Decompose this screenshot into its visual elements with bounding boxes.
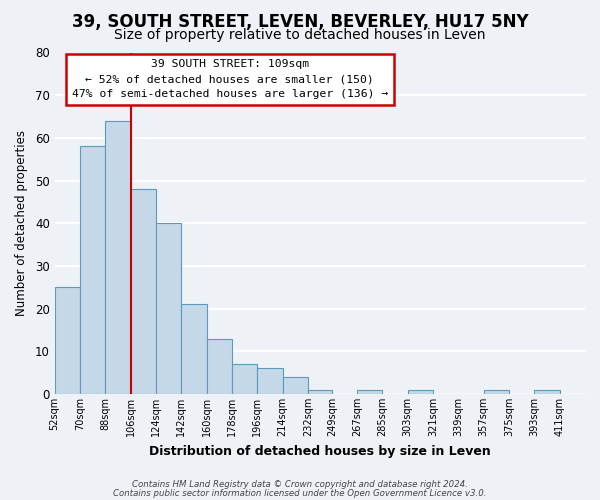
Bar <box>257 368 283 394</box>
Bar <box>484 390 509 394</box>
Bar <box>232 364 257 394</box>
Text: 39 SOUTH STREET: 109sqm
← 52% of detached houses are smaller (150)
47% of semi-d: 39 SOUTH STREET: 109sqm ← 52% of detache… <box>71 60 388 99</box>
Text: 39, SOUTH STREET, LEVEN, BEVERLEY, HU17 5NY: 39, SOUTH STREET, LEVEN, BEVERLEY, HU17 … <box>71 12 529 30</box>
Bar <box>308 390 332 394</box>
Text: Size of property relative to detached houses in Leven: Size of property relative to detached ho… <box>114 28 486 42</box>
Text: Contains HM Land Registry data © Crown copyright and database right 2024.: Contains HM Land Registry data © Crown c… <box>132 480 468 489</box>
Bar <box>156 224 181 394</box>
Bar <box>535 390 560 394</box>
X-axis label: Distribution of detached houses by size in Leven: Distribution of detached houses by size … <box>149 444 491 458</box>
Bar <box>181 304 206 394</box>
Bar <box>55 288 80 394</box>
Bar <box>408 390 433 394</box>
Bar <box>106 121 131 394</box>
Bar <box>357 390 382 394</box>
Bar <box>283 377 308 394</box>
Bar <box>80 146 106 394</box>
Text: Contains public sector information licensed under the Open Government Licence v3: Contains public sector information licen… <box>113 488 487 498</box>
Bar <box>206 338 232 394</box>
Y-axis label: Number of detached properties: Number of detached properties <box>15 130 28 316</box>
Bar <box>131 189 156 394</box>
